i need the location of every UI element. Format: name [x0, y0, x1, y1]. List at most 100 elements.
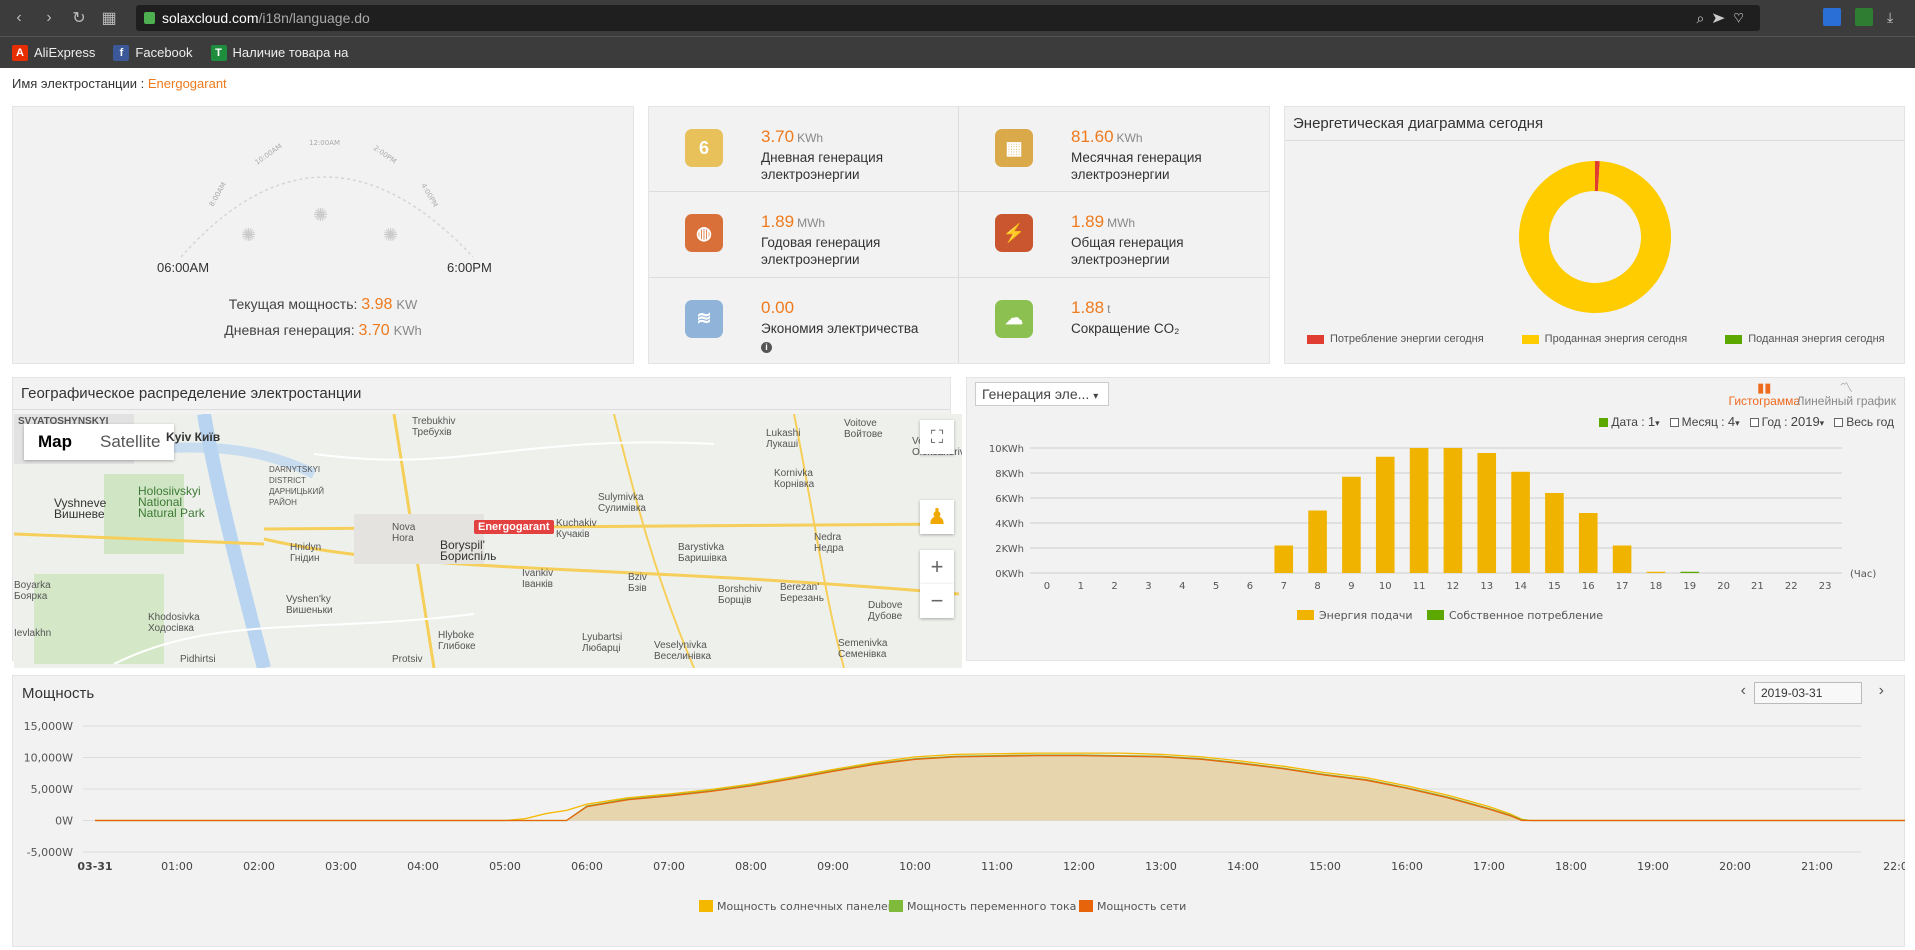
month-select[interactable]: 4▾	[1727, 414, 1740, 429]
map-place-label: Bziv Бзів	[628, 572, 647, 594]
hist-bar	[1477, 453, 1497, 573]
map-place-label: Ivankiv Іванків	[522, 568, 554, 590]
co2-cloud-icon: ☁	[995, 299, 1033, 338]
stat-card: 6 3.70 KWh Дневная генерация электроэнергии	[649, 107, 959, 193]
tab-map[interactable]: Map	[38, 432, 72, 451]
hist-ytick-label: 2KWh	[995, 544, 1024, 555]
filter-year[interactable]: Год : 2019▾	[1749, 414, 1825, 429]
stats-panel: 6 3.70 KWh Дневная генерация электроэнергии…	[648, 106, 1270, 364]
arc-label-4: 2:00PM	[372, 144, 398, 165]
hist-xtick-label: 11	[1413, 581, 1426, 592]
year-checkbox[interactable]	[1749, 418, 1759, 428]
stat-unit: MWh	[797, 216, 826, 231]
donut-slice-2	[1519, 161, 1671, 313]
daily-generation: Дневная генерация: 3.70 KWh	[13, 322, 633, 340]
hist-xtick-label: 22	[1785, 581, 1798, 592]
daily-gen-unit: KWh	[393, 323, 422, 338]
generation-type-dropdown[interactable]: Генерация эле... ▾	[975, 382, 1109, 406]
power-legend-label: Мощность переменного тока	[907, 900, 1076, 913]
download-icon[interactable]: ⤓	[1887, 9, 1894, 25]
bookmark-stock[interactable]: T Наличие товара на	[210, 44, 348, 61]
current-power: Текущая мощность: 3.98 KW	[13, 296, 633, 314]
histogram-toggle[interactable]: ▮▮ Гистограмма	[1728, 380, 1800, 408]
filter-all-year[interactable]: Весь год	[1834, 415, 1894, 429]
extension-icon[interactable]	[1855, 8, 1873, 26]
prev-date-button[interactable]: ‹	[1740, 682, 1746, 699]
back-icon[interactable]: ‹	[16, 9, 22, 26]
map-canvas[interactable]: Map Satellite Kyiv Київ SVYATOSHYNSKYI D…	[14, 414, 962, 668]
power-icon: ⚡	[995, 214, 1033, 253]
power-xtick-label: 01:00	[161, 860, 193, 873]
map-place-label: Protsiv	[392, 654, 423, 665]
hist-xtick-label: 15	[1548, 581, 1561, 592]
hist-bar	[1443, 448, 1463, 573]
reload-icon[interactable]: ↻	[72, 10, 86, 27]
power-xtick-label: 21:00	[1801, 860, 1833, 873]
filter-month[interactable]: Месяц : 4▾	[1669, 414, 1740, 429]
current-power-unit: KW	[396, 297, 418, 312]
hist-xtick-label: 13	[1480, 581, 1493, 592]
power-legend-label: Мощность сети	[1097, 900, 1186, 913]
address-bar[interactable]: solaxcloud.com/i18n/language.do ⌕➤♡	[136, 5, 1760, 31]
send-icon[interactable]: ➤	[1712, 10, 1734, 26]
search-icon[interactable]: ⌕	[1696, 10, 1713, 26]
chevron-down-icon: ▾	[1735, 418, 1740, 428]
power-xtick-label: 04:00	[407, 860, 439, 873]
month-checkbox[interactable]	[1669, 418, 1679, 428]
zoom-in-button[interactable]: +	[920, 550, 954, 584]
current-power-value: 3.98	[361, 296, 393, 313]
hist-ytick-label: 4KWh	[995, 519, 1024, 530]
hist-ytick-label: 0KWh	[995, 569, 1024, 580]
forward-icon[interactable]: ›	[46, 9, 52, 26]
stat-value: 3.70 KWh	[761, 127, 824, 146]
info-icon[interactable]: i	[761, 341, 772, 353]
stat-unit: KWh	[1116, 131, 1143, 145]
fullscreen-button[interactable]: ⛶	[920, 420, 954, 454]
year-select[interactable]: 2019▾	[1790, 414, 1825, 429]
tab-satellite[interactable]: Satellite	[100, 432, 161, 451]
map-place-label: Berezan' Березань	[780, 582, 824, 604]
hist-legend-swatch	[1427, 610, 1444, 620]
filter-date[interactable]: Дата : 1▾	[1599, 414, 1660, 429]
arc-label-1: 8:00AM	[208, 181, 228, 208]
map-type-tabs: Map Satellite	[24, 424, 175, 460]
line-chart-toggle[interactable]: 〽 Линейный график	[1796, 380, 1896, 408]
power-xtick-label: 12:00	[1063, 860, 1095, 873]
bookmark-facebook[interactable]: f Facebook	[113, 44, 193, 61]
stat-unit: t	[1107, 301, 1111, 316]
legend-fed[interactable]: Поданная энергия сегодня	[1725, 333, 1885, 345]
station-map-marker[interactable]: Energogarant	[474, 520, 554, 534]
bookmarks-bar: A AliExpress f Facebook T Наличие товара на	[0, 36, 1915, 68]
hist-xtick-label: 4	[1179, 581, 1185, 592]
tabs-grid-icon[interactable]: ▦	[101, 10, 117, 27]
power-xtick-label: 03-31	[77, 860, 112, 873]
heart-icon[interactable]: ♡	[1733, 10, 1752, 26]
hist-xtick-label: 19	[1683, 581, 1696, 592]
zoom-out-button[interactable]: −	[920, 584, 954, 618]
arc-label-5: 4:00PM	[419, 182, 439, 209]
bookmark-aliexpress[interactable]: A AliExpress	[12, 44, 95, 61]
translate-extension-icon[interactable]	[1823, 8, 1841, 26]
power-ytick-label: 5,000W	[31, 783, 73, 796]
legend-consumption[interactable]: Потребление энергии сегодня	[1307, 333, 1484, 345]
street-view-pegman-icon[interactable]: ♟	[920, 500, 954, 534]
sun-panel: 8:00AM 10:00AM 12:00AM 2:00PM 4:00PM ✺ ✺…	[12, 106, 634, 364]
stat-value: 1.89 MWh	[761, 212, 826, 232]
power-title: Мощность	[22, 685, 95, 702]
power-ytick-label: 15,000W	[24, 720, 73, 733]
stat-label: Экономия электричества i	[761, 320, 919, 353]
date-select[interactable]: 1▾	[1647, 414, 1660, 429]
map-place-label: DARNYTSKYI DISTRICT ДАРНИЦЬКИЙ РАЙОН	[269, 465, 324, 507]
power-xtick-label: 07:00	[653, 860, 685, 873]
hist-xtick-label: 18	[1650, 581, 1663, 592]
map-place-label: SVYATOSHYNSKYI	[18, 416, 109, 427]
stat-card: ▦ 81.60 KWh Месячная генерация электроэнерг…	[959, 107, 1269, 193]
date-checkbox[interactable]	[1599, 418, 1609, 428]
next-date-button[interactable]: ›	[1878, 682, 1884, 699]
all-year-checkbox[interactable]	[1834, 417, 1844, 427]
legend-swatch	[1725, 334, 1743, 344]
hist-legend-swatch	[1297, 610, 1314, 620]
url-path: /i18n/language.do	[258, 10, 370, 26]
legend-sold[interactable]: Проданная энергия сегодня	[1521, 333, 1687, 345]
date-input[interactable]: 2019-03-31	[1754, 682, 1862, 704]
